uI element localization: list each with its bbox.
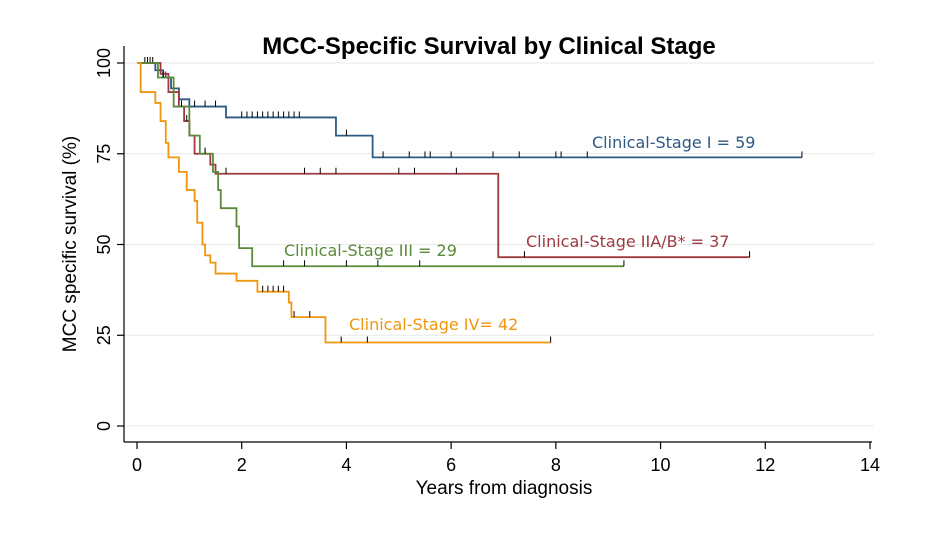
x-tick-label-14: 14 <box>860 455 880 475</box>
x-axis-label: Years from diagnosis <box>416 478 593 499</box>
y-tick-label-100: 100 <box>94 48 114 78</box>
series-2-curve <box>137 62 624 268</box>
x-tick-label-0: 0 <box>132 455 142 475</box>
x-tick-label-8: 8 <box>551 455 561 475</box>
series-3-curve <box>137 62 551 344</box>
series-label-stage-iv: Clinical-Stage IV= 42 <box>349 315 518 334</box>
series-label-stage-iia-b: Clinical-Stage IIA/B* = 37 <box>526 232 729 251</box>
x-tick-label-10: 10 <box>651 455 671 475</box>
y-tick-label-75: 75 <box>94 144 114 164</box>
chart-title: MCC-Specific Survival by Clinical Stage <box>262 33 715 60</box>
y-tick-label-25: 25 <box>94 325 114 345</box>
x-tick-label-12: 12 <box>755 455 775 475</box>
axis-layer: 0 25 50 75 100 0 2 4 6 8 10 12 14 <box>94 46 880 475</box>
y-tick-label-0: 0 <box>94 421 114 431</box>
series-0 <box>137 57 803 159</box>
y-tick-label-50: 50 <box>94 234 114 254</box>
series-label-stage-i: Clinical-Stage I = 59 <box>592 133 755 152</box>
series-0-curve <box>137 62 802 159</box>
series-2 <box>137 62 625 268</box>
series-layer <box>137 57 803 344</box>
y-axis-label: MCC specific survival (%) <box>60 136 81 352</box>
x-tick-label-4: 4 <box>341 455 351 475</box>
x-tick-label-6: 6 <box>446 455 456 475</box>
series-1-curve <box>137 62 750 259</box>
series-3 <box>137 62 552 344</box>
x-tick-label-2: 2 <box>237 455 247 475</box>
series-label-stage-iii: Clinical-Stage III = 29 <box>284 241 457 260</box>
